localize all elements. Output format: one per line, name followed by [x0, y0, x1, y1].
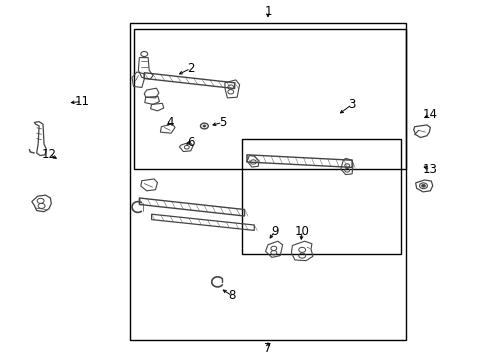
Text: 6: 6: [186, 136, 194, 149]
Circle shape: [421, 184, 425, 187]
Text: 3: 3: [347, 98, 355, 111]
Text: 1: 1: [264, 5, 271, 18]
Text: 8: 8: [228, 289, 236, 302]
Text: 11: 11: [75, 95, 89, 108]
Text: 2: 2: [186, 62, 194, 75]
Text: 7: 7: [264, 342, 271, 355]
Bar: [134, 29, 405, 169]
Text: 4: 4: [166, 116, 174, 129]
Bar: [242, 139, 400, 254]
Circle shape: [203, 125, 205, 127]
Text: 12: 12: [41, 148, 56, 161]
Bar: [129, 23, 405, 340]
Text: 5: 5: [218, 116, 226, 129]
Text: 10: 10: [294, 225, 309, 238]
Text: 13: 13: [422, 163, 437, 176]
Text: 14: 14: [422, 108, 437, 121]
Text: 9: 9: [270, 225, 278, 238]
